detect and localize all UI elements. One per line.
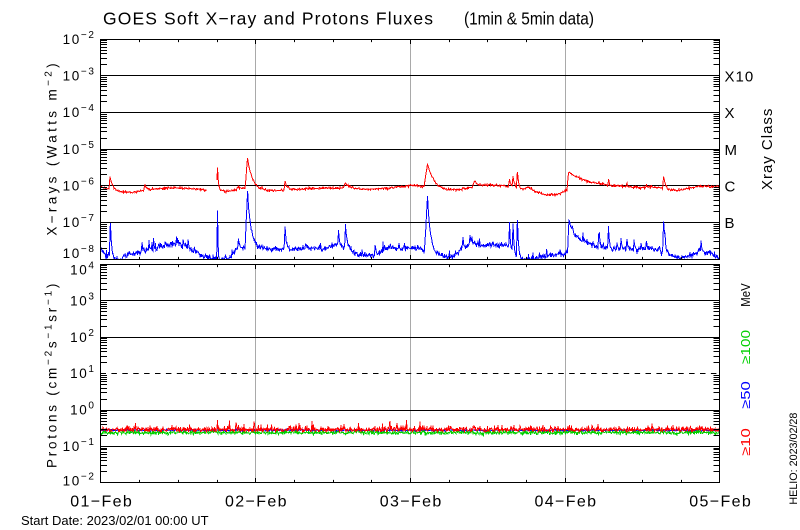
svg-text:05−Feb: 05−Feb: [689, 494, 751, 511]
svg-text:GOES Soft X−ray and Protons Fl: GOES Soft X−ray and Protons Fluxes: [103, 9, 433, 29]
svg-text:102: 102: [70, 328, 95, 345]
svg-text:Xray Class: Xray Class: [759, 109, 776, 190]
svg-text:01−Feb: 01−Feb: [70, 494, 132, 511]
svg-text:100: 100: [70, 401, 95, 418]
svg-text:10−8: 10−8: [63, 244, 96, 261]
svg-text:≥10: ≥10: [738, 428, 753, 456]
svg-text:Start Date: 2023/02/01 00:00 U: Start Date: 2023/02/01 00:00 UT: [21, 513, 209, 528]
svg-text:10−4: 10−4: [63, 103, 96, 120]
svg-text:10−1: 10−1: [63, 437, 96, 454]
svg-text:≥50: ≥50: [738, 381, 753, 409]
svg-text:M: M: [725, 142, 739, 159]
svg-text:10−6: 10−6: [63, 177, 96, 194]
svg-text:02−Feb: 02−Feb: [225, 494, 287, 511]
svg-text:B: B: [725, 215, 736, 232]
svg-text:C: C: [725, 179, 737, 196]
svg-text:X: X: [725, 105, 736, 122]
svg-text:10−3: 10−3: [63, 67, 96, 84]
svg-text:10−2: 10−2: [63, 471, 96, 488]
svg-text:103: 103: [70, 291, 95, 308]
svg-text:HELIO: 2023/02/28: HELIO: 2023/02/28: [788, 413, 800, 505]
svg-text:≥100: ≥100: [738, 330, 753, 364]
svg-text:10−5: 10−5: [63, 140, 96, 157]
svg-text:03−Feb: 03−Feb: [380, 494, 442, 511]
svg-text:101: 101: [70, 364, 95, 381]
svg-text:MeV: MeV: [738, 283, 753, 307]
svg-text:10−2: 10−2: [63, 30, 96, 47]
svg-text:04−Feb: 04−Feb: [535, 494, 597, 511]
svg-text:X10: X10: [725, 69, 755, 86]
svg-text:104: 104: [70, 261, 95, 278]
svg-text:(1min & 5min data): (1min & 5min data): [464, 9, 594, 29]
svg-text:10−7: 10−7: [63, 213, 96, 230]
